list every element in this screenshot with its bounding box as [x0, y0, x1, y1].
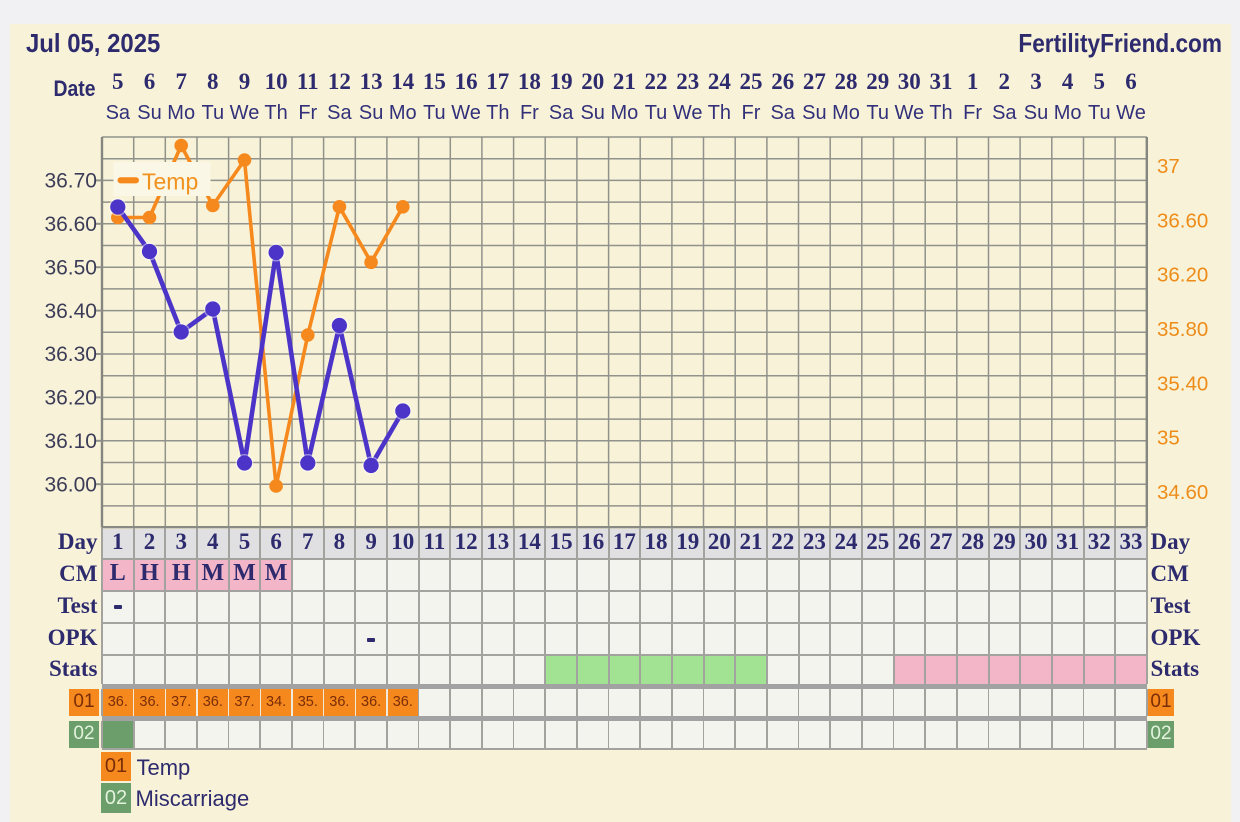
svg-text:36.60: 36.60 [1157, 209, 1208, 232]
svg-text:36.10: 36.10 [44, 430, 97, 453]
svg-text:36.20: 36.20 [44, 387, 97, 410]
svg-text:36.20: 36.20 [1157, 264, 1208, 287]
svg-text:35.80: 35.80 [1157, 318, 1208, 341]
svg-text:36.50: 36.50 [44, 256, 97, 279]
svg-text:Temp: Temp [142, 169, 198, 195]
svg-text:36.40: 36.40 [44, 300, 97, 323]
svg-text:36.30: 36.30 [44, 343, 97, 366]
svg-text:36.60: 36.60 [44, 213, 97, 236]
svg-text:36.70: 36.70 [44, 170, 97, 193]
svg-text:37: 37 [1157, 155, 1180, 178]
svg-text:36.00: 36.00 [44, 473, 97, 496]
svg-text:34.60: 34.60 [1157, 481, 1208, 504]
svg-text:35.40: 35.40 [1157, 372, 1208, 395]
svg-text:35: 35 [1157, 427, 1180, 450]
